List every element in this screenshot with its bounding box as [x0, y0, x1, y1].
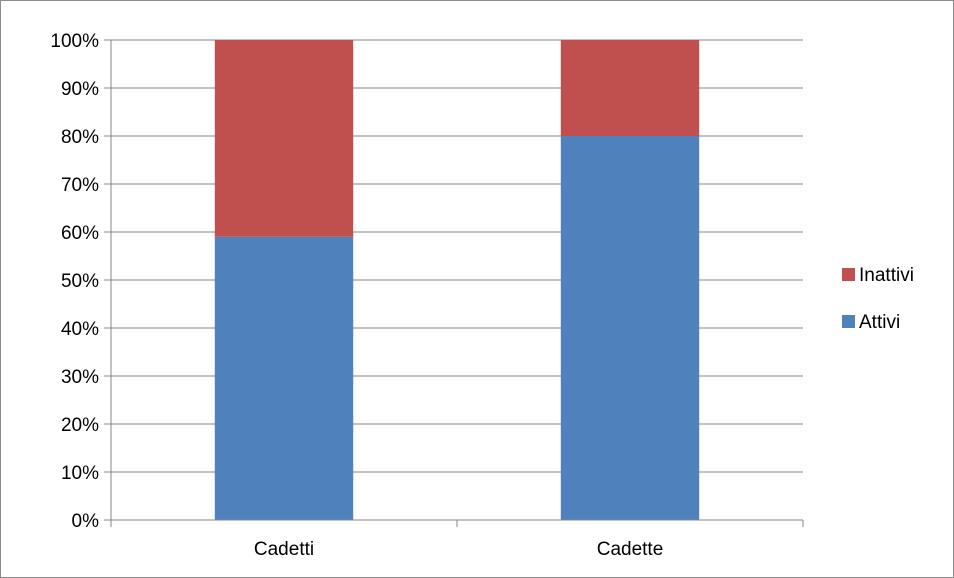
legend-item-attivi: Attivi — [842, 312, 900, 333]
bar-inattivi-cadetti — [214, 40, 354, 237]
y-tick-label: 100% — [50, 31, 99, 52]
bar-attivi-cadetti — [214, 236, 354, 521]
y-tick-label: 40% — [61, 319, 99, 340]
bars — [214, 40, 700, 521]
y-tick-label: 70% — [61, 175, 99, 196]
legend-item-inattivi: Inattivi — [842, 265, 914, 286]
y-tick-label: 80% — [61, 127, 99, 148]
y-tick-labels: 0% 10% 20% 30% 40% 50% 60% 70% 80% 90% 100% — [50, 31, 99, 532]
x-tick-label: Cadette — [597, 539, 664, 560]
x-tick-label: Cadetti — [254, 539, 314, 560]
y-tick-label: 0% — [72, 511, 100, 532]
bar-inattivi-cadette — [560, 40, 700, 136]
bar-attivi-cadette — [560, 136, 700, 520]
legend: Inattivi Attivi — [842, 265, 914, 333]
legend-swatch — [842, 315, 855, 328]
legend-label: Attivi — [859, 312, 900, 333]
axes — [104, 39, 804, 527]
y-tick-label: 30% — [61, 367, 99, 388]
legend-swatch — [842, 268, 855, 281]
y-tick-label: 90% — [61, 79, 99, 100]
y-tick-label: 50% — [61, 271, 99, 292]
legend-label: Inattivi — [859, 265, 914, 286]
y-tick-label: 60% — [61, 223, 99, 244]
x-tick-labels: Cadetti Cadette — [254, 539, 663, 560]
y-tick-label: 20% — [61, 415, 99, 436]
y-tick-label: 10% — [61, 463, 99, 484]
